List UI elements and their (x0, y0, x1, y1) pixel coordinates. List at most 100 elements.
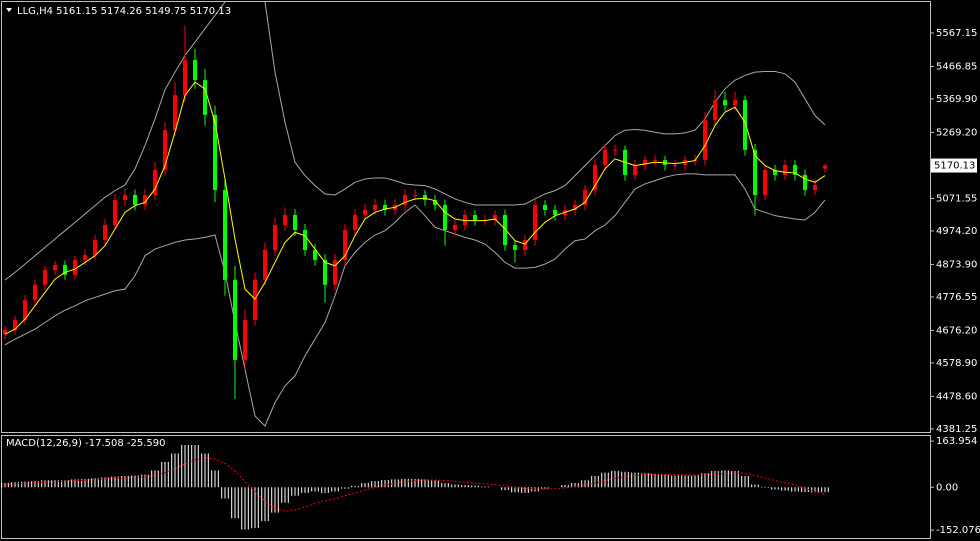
candle-body (433, 199, 437, 205)
candle-body (113, 199, 117, 226)
candle-body (13, 319, 17, 330)
candle-body (163, 130, 167, 170)
candle-body (123, 194, 127, 200)
candle-body (453, 225, 457, 231)
candle-body (473, 214, 477, 221)
menu-arrow[interactable] (6, 8, 12, 12)
candle-body (243, 319, 247, 360)
candle-body (733, 100, 737, 106)
macd-panel (1, 445, 829, 530)
candle-body (743, 100, 747, 150)
candle-body (43, 270, 47, 285)
y-tick-label: 163.954 (936, 436, 977, 447)
y-tick-label: 4974.20 (936, 226, 977, 237)
candle-body (713, 100, 717, 121)
candle-body (33, 284, 37, 301)
candle-body (213, 114, 217, 190)
candle-body (293, 214, 297, 231)
candle-body (493, 214, 497, 221)
candle-body (653, 159, 657, 161)
price-panel (3, 2, 827, 427)
y-tick-label: 4776.55 (936, 292, 977, 303)
candle-body (773, 169, 777, 175)
chart-title: LLG,H4 5161.15 5174.26 5149.75 5170.13 (17, 6, 231, 17)
lower-band (4, 173, 826, 427)
candle-body (203, 80, 207, 115)
y-tick-label: 5071.55 (936, 193, 977, 204)
candle-body (783, 164, 787, 175)
candle-body (363, 209, 367, 215)
candle-body (83, 255, 87, 261)
candle-body (53, 265, 57, 271)
candle-body (543, 204, 547, 210)
price-tag-label: 5170.13 (934, 161, 975, 172)
candle-body (23, 300, 27, 320)
candle-body (803, 174, 807, 190)
y-tick-label: 5269.20 (936, 127, 977, 138)
candle-body (573, 204, 577, 210)
candle-body (753, 149, 757, 195)
y-tick-label: 4873.90 (936, 259, 977, 270)
candle-body (513, 245, 517, 251)
candle-body (593, 164, 597, 190)
main-frame (1, 1, 931, 433)
candle-body (643, 159, 647, 165)
signal-line (4, 457, 826, 512)
candle-body (383, 204, 387, 210)
candle-body (813, 184, 817, 190)
candle-body (73, 260, 77, 275)
candle-body (233, 279, 237, 360)
y-tick-label: 4676.20 (936, 325, 977, 336)
upper-band (4, 2, 826, 281)
candle-body (183, 60, 187, 96)
y-tick-label: 4578.90 (936, 358, 977, 369)
y-tick-label: 5369.90 (936, 94, 977, 105)
y-tick-label: 0.00 (936, 482, 958, 493)
candle-body (613, 149, 617, 151)
candle-body (3, 329, 7, 335)
candle-body (223, 189, 227, 280)
candle-body (723, 100, 727, 106)
y-tick-label: 5567.15 (936, 28, 977, 39)
y-tick-label: 4478.60 (936, 391, 977, 402)
candle-body (413, 194, 417, 196)
candle-body (323, 260, 327, 285)
candle-body (273, 225, 277, 251)
candle-body (143, 194, 147, 205)
candle-body (553, 209, 557, 215)
candle-body (93, 240, 97, 256)
candle-body (373, 204, 377, 210)
y-tick-label: 5466.85 (936, 61, 977, 72)
candle-body (303, 230, 307, 251)
candle-body (403, 194, 407, 205)
price-tag (931, 158, 977, 173)
candle-body (633, 164, 637, 175)
candle-body (423, 194, 427, 200)
candle-body (283, 214, 287, 226)
candle-body (533, 204, 537, 241)
candle-body (503, 214, 507, 246)
moving-average (4, 81, 826, 335)
candle-body (603, 149, 607, 165)
candle-body (193, 60, 197, 81)
candle-body (793, 164, 797, 175)
candle-body (133, 194, 137, 205)
y-tick-label: 4381.25 (936, 424, 977, 435)
candle-body (263, 250, 267, 280)
candle-body (523, 240, 527, 251)
candle-body (103, 225, 107, 241)
candle-body (333, 260, 337, 285)
candle-body (703, 120, 707, 160)
candle-body (313, 250, 317, 261)
price-axis: 4381.25 4478.60 4578.90 4676.20 4776.55 4873.… (930, 28, 980, 536)
candle-body (353, 214, 357, 231)
candle-body (463, 214, 467, 226)
candle-body (823, 165, 827, 169)
y-tick-label: -152.076 (936, 525, 980, 536)
candle-body (583, 189, 587, 205)
candle-body (153, 169, 157, 195)
candle-body (343, 230, 347, 261)
candle-body (763, 169, 767, 195)
